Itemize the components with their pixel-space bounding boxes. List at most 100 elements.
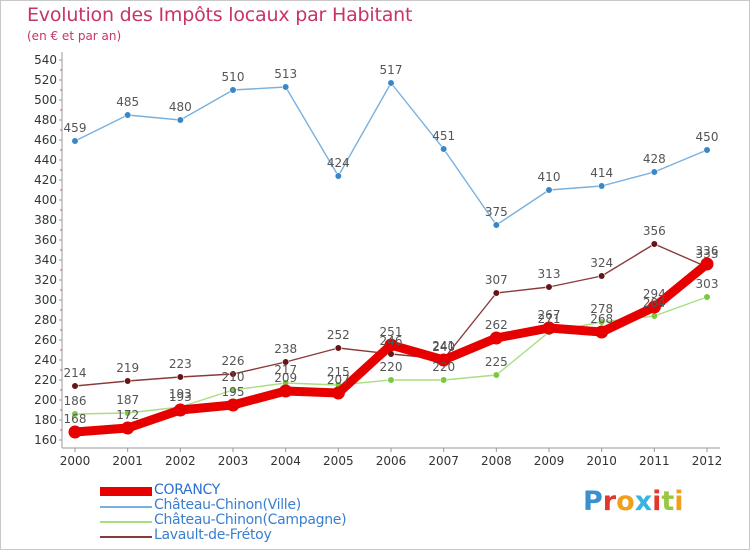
chart-subtitle: (en € et par an) (27, 29, 122, 43)
data-point (71, 137, 79, 145)
data-label: 195 (222, 385, 245, 399)
data-point (71, 410, 79, 418)
data-point (124, 377, 132, 385)
data-label: 450 (696, 130, 719, 144)
data-label: 284 (643, 296, 666, 310)
y-tick-label: 440 (34, 153, 57, 167)
data-label: 187 (116, 393, 139, 407)
data-label: 414 (590, 166, 613, 180)
data-label: 307 (485, 273, 508, 287)
data-point (598, 272, 606, 280)
data-point (545, 186, 553, 194)
y-tick-label: 420 (34, 173, 57, 187)
x-tick-label: 2004 (270, 454, 301, 468)
legend-swatch (100, 520, 152, 523)
y-tick-label: 520 (34, 73, 57, 87)
data-point (229, 86, 237, 94)
data-point (176, 116, 184, 124)
y-tick-label: 180 (34, 413, 57, 427)
data-label: 517 (380, 63, 403, 77)
data-point (489, 331, 503, 345)
data-point (334, 344, 342, 352)
data-label: 333 (696, 247, 719, 261)
y-tick-label: 340 (34, 253, 57, 267)
data-label: 356 (643, 224, 666, 238)
data-label: 172 (116, 408, 139, 422)
x-tick-label: 2003 (218, 454, 249, 468)
y-tick-label: 500 (34, 93, 57, 107)
data-label: 278 (590, 302, 613, 316)
data-label: 410 (538, 170, 561, 184)
x-tick-label: 2007 (428, 454, 459, 468)
series-layer (68, 79, 714, 439)
data-label: 209 (274, 371, 297, 385)
data-label: 251 (380, 325, 403, 339)
data-point (703, 146, 711, 154)
y-tick-label: 320 (34, 273, 57, 287)
data-label: 480 (169, 100, 192, 114)
series-1 (71, 79, 711, 229)
x-tick-label: 2006 (376, 454, 407, 468)
chart-axes: 160 180 200 220 240 260 280 300 320 340 360 380 400 4… (34, 52, 722, 468)
data-labels: 459 485 480 510 513 424 517 451 375 410 414 428 450 2… (64, 63, 719, 426)
data-point (173, 403, 187, 417)
data-point (334, 172, 342, 180)
data-point (282, 83, 290, 91)
data-point (229, 370, 237, 378)
y-tick-label: 160 (34, 433, 57, 447)
data-label: 375 (485, 205, 508, 219)
data-label: 271 (538, 312, 561, 326)
x-tick-label: 2002 (165, 454, 196, 468)
x-tick-label: 2008 (481, 454, 512, 468)
data-point (650, 168, 658, 176)
data-label: 510 (222, 70, 245, 84)
data-label: 238 (274, 342, 297, 356)
data-point (176, 373, 184, 381)
data-point (279, 384, 293, 398)
data-point (650, 240, 658, 248)
y-tick-label: 280 (34, 313, 57, 327)
data-label: 313 (538, 267, 561, 281)
data-label: 219 (116, 361, 139, 375)
data-label: 193 (169, 390, 192, 404)
x-tick-label: 2000 (60, 454, 91, 468)
logo-letter: P (583, 486, 603, 517)
legend-swatch (100, 487, 152, 496)
chart-title: Evolution des Impôts locaux par Habitant (27, 4, 413, 26)
data-point (282, 358, 290, 366)
data-point (387, 376, 395, 384)
y-tick-label: 200 (34, 393, 57, 407)
logo-letter: i (674, 486, 684, 517)
y-tick-label: 300 (34, 293, 57, 307)
data-point (647, 300, 661, 314)
data-label: 451 (432, 129, 455, 143)
y-tick-label: 240 (34, 353, 57, 367)
data-point (492, 371, 500, 379)
data-label: 424 (327, 156, 350, 170)
data-point (387, 79, 395, 87)
data-label: 262 (485, 318, 508, 332)
data-point (440, 145, 448, 153)
y-tick-label: 220 (34, 373, 57, 387)
data-label: 220 (380, 360, 403, 374)
data-label: 268 (590, 312, 613, 326)
series-0 (68, 257, 714, 439)
x-tick-label: 2009 (534, 454, 565, 468)
data-point (545, 283, 553, 291)
data-label: 324 (590, 256, 613, 270)
data-label: 193 (169, 387, 192, 401)
x-tick-label: 2005 (323, 454, 354, 468)
data-point (440, 376, 448, 384)
data-label: 303 (696, 277, 719, 291)
data-label: 240 (432, 340, 455, 354)
data-point (124, 111, 132, 119)
data-label: 217 (274, 363, 297, 377)
data-point (384, 338, 398, 352)
data-label: 428 (643, 152, 666, 166)
legend-label: Château-Chinon(Campagne) (154, 512, 347, 528)
proxiti-logo: Proxiti (583, 486, 684, 517)
logo-letter: t (661, 486, 675, 517)
data-label: 246 (380, 334, 403, 348)
data-label: 214 (64, 366, 87, 380)
